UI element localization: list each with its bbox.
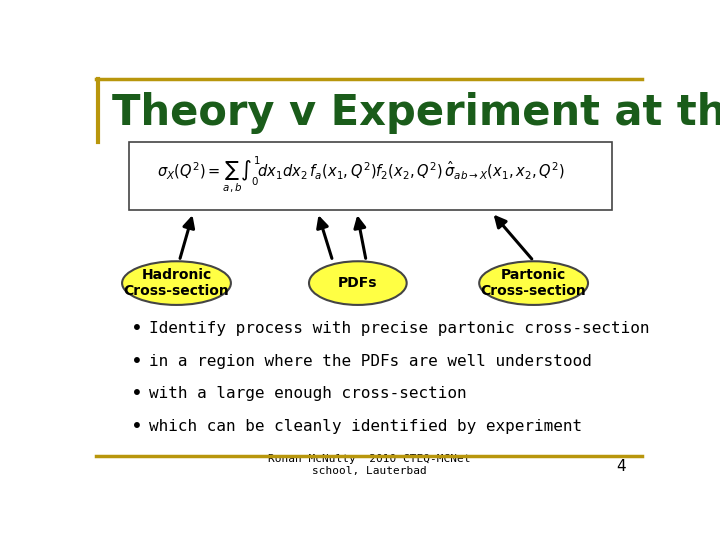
Text: Hadronic
Cross-section: Hadronic Cross-section: [124, 268, 230, 298]
Text: •: •: [132, 319, 143, 339]
Text: Ronan McNulty  2010 CTEQ-MCNet
school, Lauterbad: Ronan McNulty 2010 CTEQ-MCNet school, La…: [268, 454, 470, 476]
Ellipse shape: [122, 261, 231, 305]
Ellipse shape: [480, 261, 588, 305]
Ellipse shape: [309, 261, 407, 305]
Text: with a large enough cross-section: with a large enough cross-section: [148, 386, 467, 401]
Text: •: •: [132, 417, 143, 436]
Text: Theory v Experiment at the LHC: Theory v Experiment at the LHC: [112, 92, 720, 133]
Text: 4: 4: [616, 458, 626, 474]
Text: PDFs: PDFs: [338, 276, 377, 290]
Text: •: •: [132, 384, 143, 403]
Text: $\sigma_X(Q^2) = \sum_{a,b}\int_0^1\! dx_1 dx_2\, f_a(x_1,Q^2) f_2(x_2,Q^2)\,\ha: $\sigma_X(Q^2) = \sum_{a,b}\int_0^1\! dx…: [157, 154, 564, 195]
Text: Partonic
Cross-section: Partonic Cross-section: [481, 268, 587, 298]
Text: Identify process with precise partonic cross-section: Identify process with precise partonic c…: [148, 321, 649, 336]
Text: which can be cleanly identified by experiment: which can be cleanly identified by exper…: [148, 418, 582, 434]
Text: in a region where the PDFs are well understood: in a region where the PDFs are well unde…: [148, 354, 591, 369]
Text: •: •: [132, 352, 143, 371]
FancyBboxPatch shape: [129, 141, 612, 210]
